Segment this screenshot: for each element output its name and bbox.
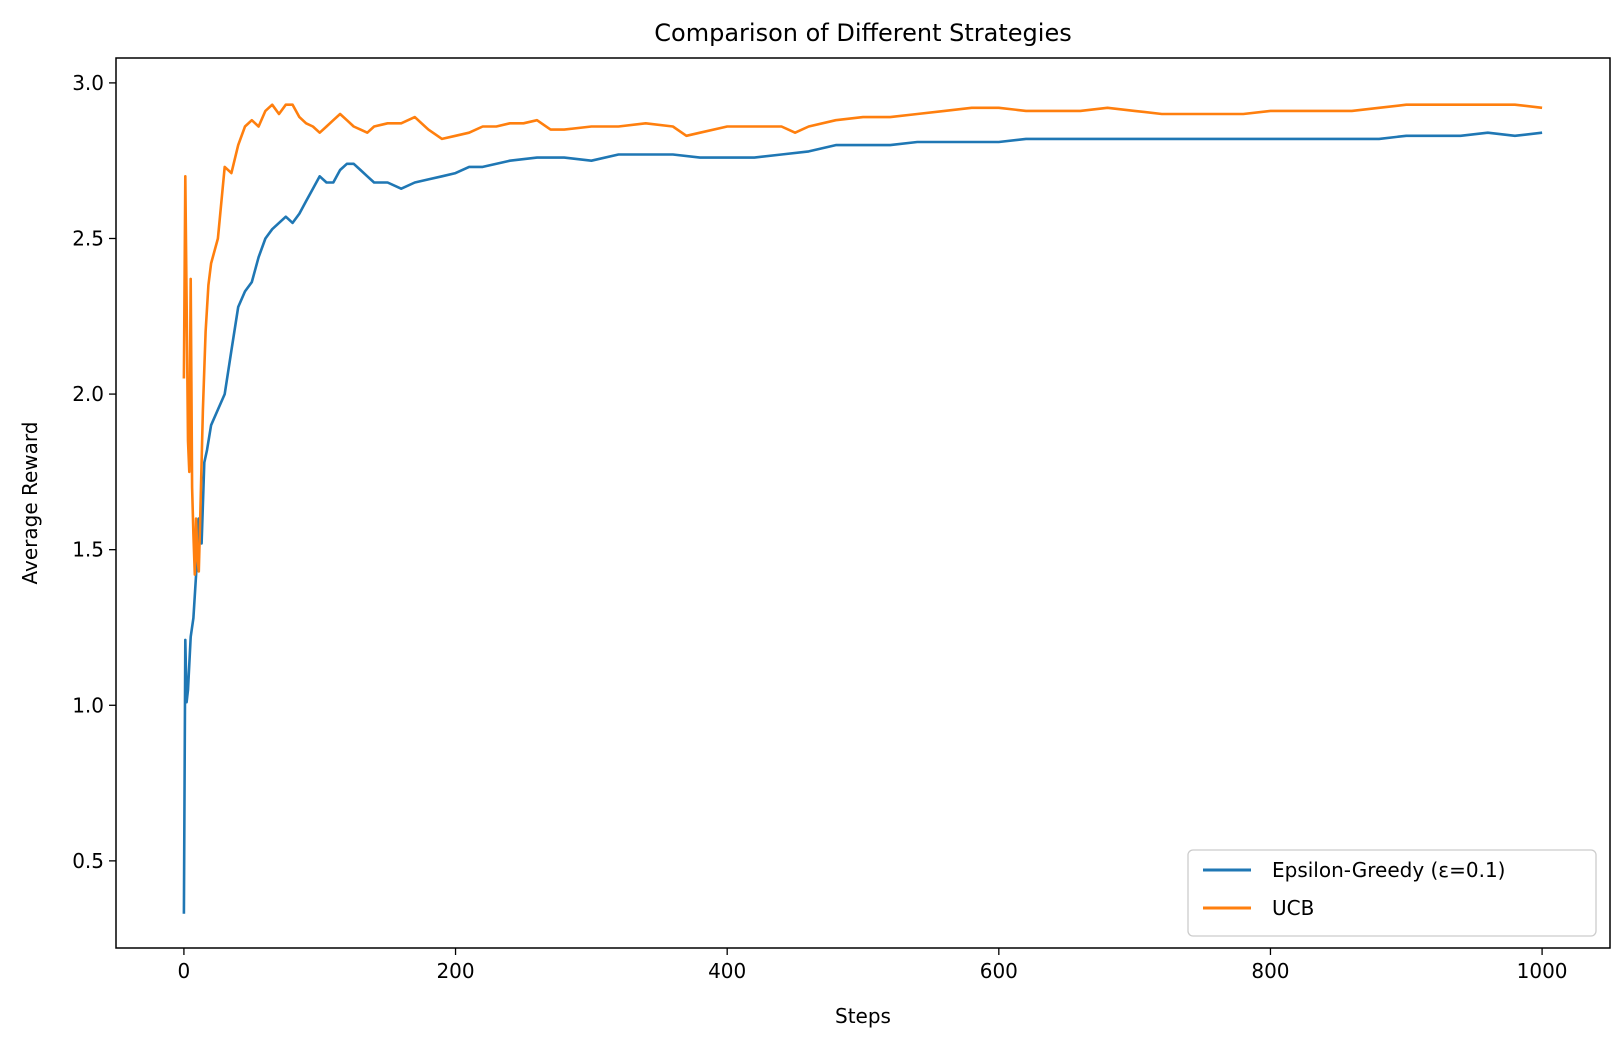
x-tick-label: 200: [436, 959, 474, 983]
legend-box: [1187, 849, 1597, 937]
legend-label-epsilon-greedy: Epsilon-Greedy (ε=0.1): [1272, 858, 1506, 882]
x-tick-label: 400: [708, 959, 746, 983]
y-tick-label: 3.0: [72, 71, 104, 95]
x-tick-label: 0: [178, 959, 191, 983]
x-axis-label: Steps: [835, 1004, 891, 1028]
x-tick-label: 1000: [1517, 959, 1568, 983]
y-tick-label: 0.5: [72, 849, 104, 873]
plot-area: 0 200 400 600 800 1000 0.5 1.0 1.5 2.0 2.5 3.0: [72, 57, 1611, 983]
x-axis-ticks: 0 200 400 600 800 1000: [178, 948, 1568, 983]
plot-frame: [115, 57, 1611, 949]
x-tick-label: 800: [1251, 959, 1289, 983]
y-tick-label: 2.0: [72, 382, 104, 406]
chart-title: Comparison of Different Strategies: [654, 19, 1071, 47]
series-line-epsilon-greedy-0-1: [182, 131, 1543, 914]
legend: Epsilon-Greedy (ε=0.1) UCB: [1187, 849, 1597, 937]
x-tick-label: 600: [980, 959, 1018, 983]
y-tick-label: 1.5: [72, 538, 104, 562]
y-axis-ticks: 0.5 1.0 1.5 2.0 2.5 3.0: [72, 71, 116, 873]
y-axis-label: Average Reward: [18, 422, 42, 585]
legend-label-ucb: UCB: [1272, 896, 1314, 920]
y-tick-label: 2.5: [72, 226, 104, 250]
series-line-ucb: [182, 103, 1543, 576]
series-layer: [182, 103, 1543, 914]
y-tick-label: 1.0: [72, 693, 104, 717]
